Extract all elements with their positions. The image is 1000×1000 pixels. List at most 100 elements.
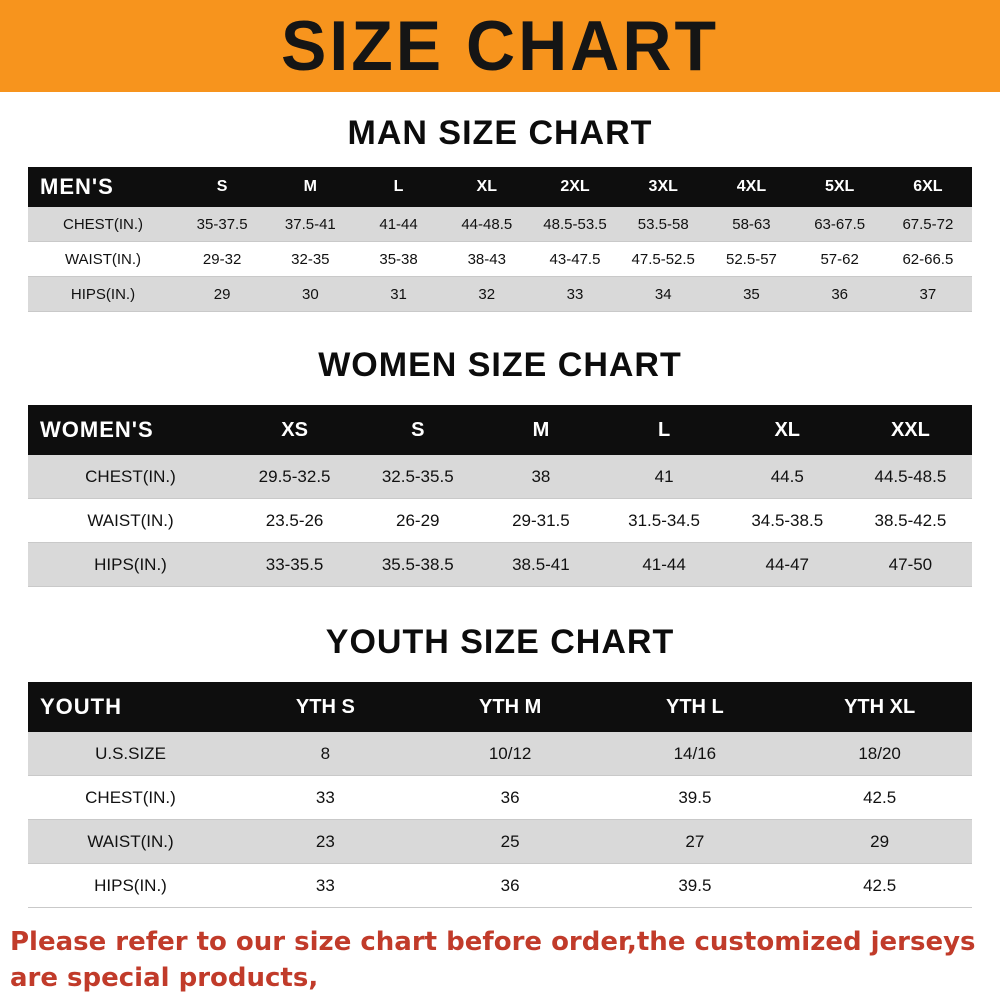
column-header: M	[532, 418, 550, 441]
men-size-section: MAN SIZE CHART MEN'S S M L XL 2XL 3XL 4XL 5XL 6XL…	[0, 114, 1000, 312]
order-note: Please refer to our size chart before or…	[10, 924, 990, 1000]
size-value: 33-35.5	[265, 554, 324, 574]
column-header: XXL	[890, 418, 930, 441]
women-section-title: WOMEN SIZE CHART	[318, 346, 682, 384]
column-header: YTH S	[295, 695, 355, 718]
column-header: S	[216, 178, 228, 195]
size-value: 41	[654, 466, 674, 486]
size-value: 32.5-35.5	[381, 466, 454, 486]
youth-size-table: YOUTH YTH S YTH M YTH L YTH XL U.S.SIZE 8 10/12…	[28, 682, 972, 908]
column-header: L	[393, 178, 404, 195]
size-value: 23	[315, 831, 335, 851]
size-value: 62-66.5	[902, 250, 954, 268]
table-title-cell: WOMEN'S	[40, 417, 154, 442]
size-value: 42.5	[863, 875, 897, 895]
size-value: 29	[213, 285, 231, 303]
size-value: 36	[500, 787, 520, 807]
size-value: 48.5-53.5	[543, 215, 607, 233]
size-value: 38.5-42.5	[874, 510, 947, 530]
table-row: WAIST(IN.) 23 25 27 29	[28, 820, 972, 864]
size-value: 36	[831, 285, 848, 303]
column-header: L	[657, 418, 671, 441]
column-header: XS	[281, 418, 308, 441]
size-value: 39.5	[678, 787, 712, 807]
size-value: 63-67.5	[814, 215, 866, 233]
row-label: CHEST(IN.)	[85, 787, 176, 807]
size-value: 33	[566, 285, 584, 303]
banner-title: SIZE CHART	[281, 6, 719, 86]
size-charts: MAN SIZE CHART MEN'S S M L XL 2XL 3XL 4XL 5XL 6XL…	[0, 114, 1000, 908]
men-section-title: MAN SIZE CHART	[347, 114, 653, 152]
table-title-cell: YOUTH	[40, 694, 122, 719]
column-header: S	[411, 418, 425, 441]
table-row: U.S.SIZE 8 10/12 14/16 18/20	[28, 732, 972, 776]
column-header: 3XL	[648, 178, 678, 195]
size-value: 41-44	[642, 554, 686, 574]
size-chart-banner: SIZE CHART	[0, 0, 1000, 92]
table-row: HIPS(IN.) 33 36 39.5 42.5	[28, 864, 972, 908]
size-value: 38	[531, 466, 551, 486]
size-value: 29	[870, 831, 890, 851]
size-value: 25	[500, 831, 520, 851]
table-row: CHEST(IN.) 33 36 39.5 42.5	[28, 776, 972, 820]
size-value: 8	[320, 743, 331, 763]
row-label: HIPS(IN.)	[70, 285, 136, 303]
table-header-row: YOUTH YTH S YTH M YTH L YTH XL	[28, 682, 972, 732]
column-header: XL	[476, 178, 497, 195]
column-header: M	[303, 178, 317, 195]
size-value: 35.5-38.5	[381, 554, 454, 574]
size-value: 47.5-52.5	[631, 250, 695, 268]
row-label: U.S.SIZE	[95, 743, 166, 763]
size-value: 26-29	[396, 510, 440, 530]
table-row: HIPS(IN.) 33-35.5 35.5-38.5 38.5-41 41-44 44-…	[28, 543, 972, 587]
size-value: 35-37.5	[196, 215, 248, 233]
youth-section-title: YOUTH SIZE CHART	[325, 623, 675, 661]
size-value: 44.5-48.5	[874, 466, 947, 486]
size-value: 32-35	[291, 250, 330, 268]
row-label: WAIST(IN.)	[87, 831, 174, 851]
table-row: WAIST(IN.) 23.5-26 26-29 29-31.5 31.5-34.5 34…	[28, 499, 972, 543]
size-value: 67.5-72	[902, 215, 954, 233]
row-label: HIPS(IN.)	[94, 554, 167, 574]
size-value: 29-32	[202, 250, 242, 268]
size-value: 27	[685, 831, 705, 851]
size-value: 47-50	[888, 554, 933, 574]
size-value: 37	[919, 285, 937, 303]
size-value: 38-43	[467, 250, 506, 268]
row-label: CHEST(IN.)	[63, 215, 143, 233]
note-line-1: Please refer to our size chart before or…	[10, 927, 976, 994]
size-value: 10/12	[488, 743, 532, 763]
women-size-section: WOMEN SIZE CHART WOMEN'S XS S M L XL XXL CHEST(…	[0, 346, 1000, 587]
row-label: WAIST(IN.)	[87, 510, 174, 530]
size-value: 39.5	[678, 875, 712, 895]
column-header: YTH L	[665, 695, 724, 718]
size-value: 41-44	[379, 215, 418, 233]
size-value: 14/16	[673, 743, 717, 763]
column-header: XL	[774, 418, 801, 441]
size-value: 44.5	[770, 466, 804, 486]
size-value: 43-47.5	[549, 250, 601, 268]
table-row: WAIST(IN.) 29-32 32-35 35-38 38-43 43-47.5 47.…	[28, 242, 972, 277]
size-value: 30	[301, 285, 319, 303]
size-value: 57-62	[820, 250, 859, 268]
size-value: 31.5-34.5	[628, 510, 700, 530]
row-label: HIPS(IN.)	[94, 875, 167, 895]
size-value: 32	[478, 285, 496, 303]
column-header: YTH XL	[844, 695, 916, 718]
column-header: YTH M	[479, 695, 542, 718]
size-value: 33	[315, 787, 335, 807]
size-value: 29.5-32.5	[258, 466, 331, 486]
row-label: WAIST(IN.)	[64, 250, 142, 268]
youth-size-section: YOUTH SIZE CHART YOUTH YTH S YTH M YTH L YTH…	[0, 623, 1000, 908]
size-value: 34.5-38.5	[751, 510, 824, 530]
row-label: CHEST(IN.)	[85, 466, 176, 486]
column-header: 6XL	[913, 178, 943, 195]
size-value: 44-47	[765, 554, 809, 574]
size-value: 31	[390, 285, 407, 303]
size-value: 18/20	[858, 743, 901, 763]
size-value: 58-63	[732, 215, 771, 233]
size-value: 37.5-41	[284, 215, 336, 233]
size-value: 53.5-58	[637, 215, 689, 233]
size-value: 38.5-41	[512, 554, 570, 574]
